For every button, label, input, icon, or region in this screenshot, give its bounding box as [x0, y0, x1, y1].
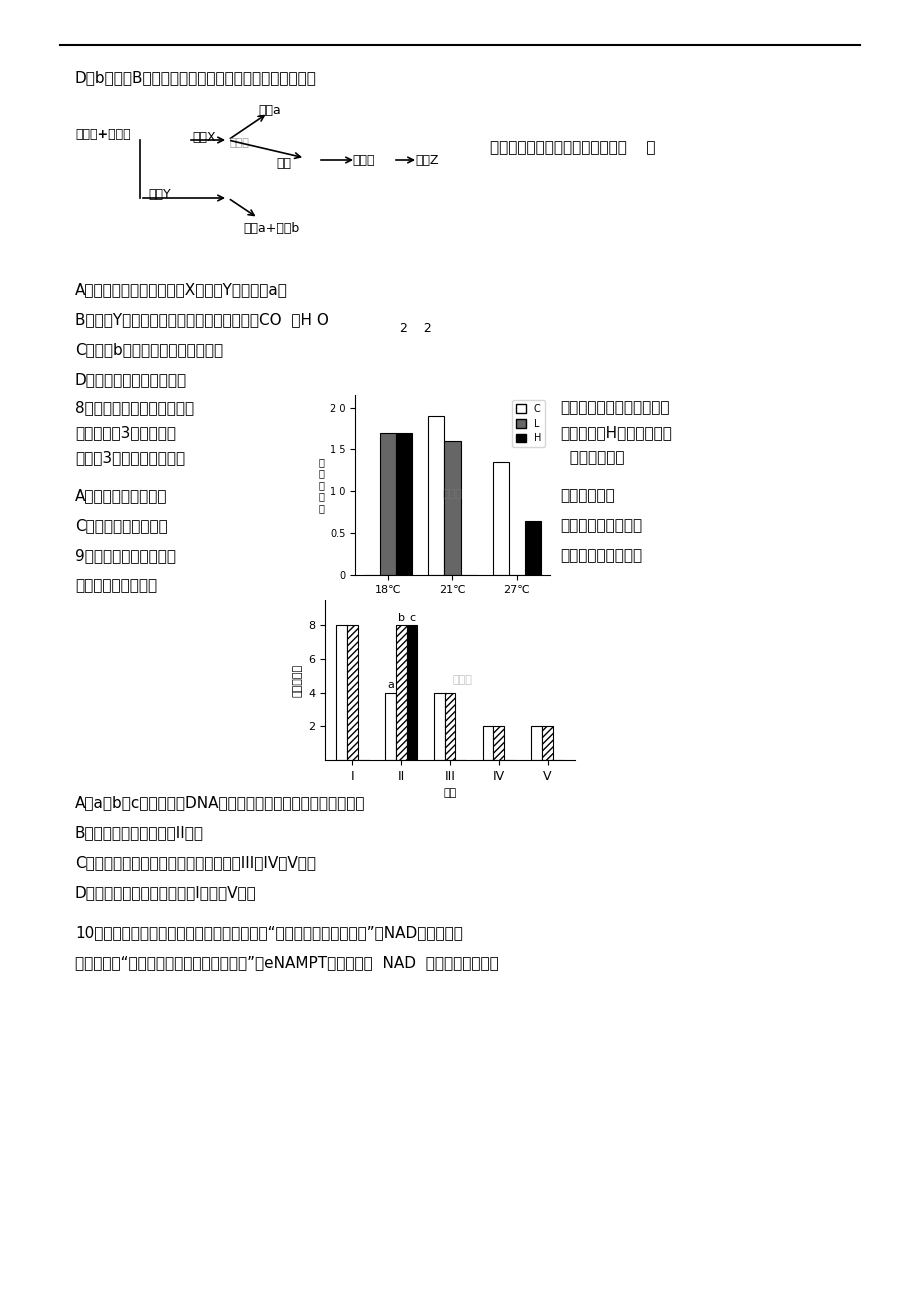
- Text: C．物质b产生的场所为线粒体内膜: C．物质b产生的场所为线粒体内膜: [75, 342, 223, 357]
- Bar: [346, 625, 357, 760]
- Bar: [444, 441, 460, 575]
- Text: 现象Z: 现象Z: [414, 154, 438, 167]
- Text: 8．某海域整个夏季的水温生: 8．某海域整个夏季的水温生: [75, 400, 194, 415]
- Bar: [482, 727, 493, 760]
- Text: 9．图示为某二倍体生物: 9．图示为某二倍体生物: [75, 548, 176, 562]
- Text: 2    2: 2 2: [400, 322, 431, 335]
- Text: 试剂甲: 试剂甲: [352, 154, 374, 167]
- Bar: [406, 625, 417, 760]
- Bar: [385, 693, 395, 760]
- Text: 著下降，而“细胞外烟酰胺磷酸核糖转移酶”（eNAMPT）可以催化  NAD  的产生，逆转老鼠: 著下降，而“细胞外烟酰胺磷酸核糖转移酶”（eNAMPT）可以催化 NAD 的产生…: [75, 954, 498, 970]
- Bar: [380, 432, 396, 575]
- Bar: [434, 693, 444, 760]
- Text: D．着丝点分裂发生在图中的I时期和V时期: D．着丝点分裂发生在图中的I时期和V时期: [75, 885, 256, 900]
- Bar: [444, 693, 455, 760]
- Text: C．该水域中少量红藻: C．该水域中少量红藻: [75, 518, 167, 533]
- Text: 数关系图。下列叙述: 数关系图。下列叙述: [75, 578, 157, 592]
- Text: A．通常情况下温度会: A．通常情况下温度会: [75, 488, 167, 503]
- Text: 长有复合影响: 长有复合影响: [560, 488, 614, 503]
- Text: 条件Y: 条件Y: [148, 187, 170, 201]
- Bar: [395, 625, 406, 760]
- Bar: [336, 625, 346, 760]
- Bar: [493, 727, 504, 760]
- Text: c: c: [408, 613, 414, 624]
- Legend: C, L, H: C, L, H: [512, 400, 545, 448]
- Text: b: b: [397, 613, 404, 624]
- X-axis label: 时期: 时期: [443, 788, 456, 798]
- Text: a: a: [387, 681, 393, 690]
- Text: 酒精: 酒精: [276, 158, 290, 171]
- Text: C．减数第二次分裂时间先后顺序分别是III、IV、V时期: C．减数第二次分裂时间先后顺序分别是III、IV、V时期: [75, 855, 315, 870]
- Y-axis label: 相
对
生
长
量: 相 对 生 长 量: [318, 457, 324, 513]
- Text: 正确云: 正确云: [230, 138, 250, 148]
- Text: 物质a: 物质a: [257, 104, 280, 117]
- Text: 示意图，下列相关叙述正确的是（    ）: 示意图，下列相关叙述正确的是（ ）: [490, 141, 655, 155]
- Bar: [428, 415, 444, 575]
- Text: 的影响。将3份蔓草置于: 的影响。将3份蔓草置于: [75, 424, 176, 440]
- Bar: [396, 432, 412, 575]
- Text: 藻入侵对该水域中蔓草生长: 藻入侵对该水域中蔓草生长: [560, 400, 669, 415]
- Text: 10．研究发现，随着老鼠的不断老去，体内的“烟酰胺腔嘴呀二核苷酸”（NAD）数量会显: 10．研究发现，随着老鼠的不断老去，体内的“烟酰胺腔嘴呀二核苷酸”（NAD）数量…: [75, 924, 462, 940]
- Text: 条件X: 条件X: [192, 132, 215, 145]
- Text: 本数和姐妹染色单体: 本数和姐妹染色单体: [560, 548, 641, 562]
- Text: 分析错误的是: 分析错误的是: [560, 450, 624, 465]
- Bar: [493, 462, 508, 575]
- Bar: [541, 727, 552, 760]
- Text: B．条件Y下葡萄糖进入线粒体氧化分解生成CO  和H O: B．条件Y下葡萄糖进入线粒体氧化分解生成CO 和H O: [75, 312, 328, 327]
- Text: 物质a+物质b: 物质a+物质b: [243, 223, 299, 234]
- Text: D．试剂甲为渴鸝香草酚蓝: D．试剂甲为渴鸝香草酚蓝: [75, 372, 187, 387]
- Text: 正确云: 正确云: [442, 490, 462, 499]
- Text: A．a、b、c分别代表核DNA分子数、姐妹染色单体数和染色体数: A．a、b、c分别代表核DNA分子数、姐妹染色单体数和染色体数: [75, 796, 365, 810]
- Text: B．基因重组主要发生在II时期: B．基因重组主要发生在II时期: [75, 825, 204, 840]
- Bar: [525, 521, 540, 575]
- Text: 葡萄糖+酵母菌: 葡萄糖+酵母菌: [75, 128, 130, 141]
- Text: 红藻会抑制蔓草生长: 红藻会抑制蔓草生长: [560, 518, 641, 533]
- Text: 少量红藻，H桶中有大量红: 少量红藻，H桶中有大量红: [560, 424, 671, 440]
- Text: A．单位质量葡萄糖在条件X下比在Y下生成的a多: A．单位质量葡萄糖在条件X下比在Y下生成的a多: [75, 283, 288, 297]
- Text: 藻，在3个不同温度条件下: 藻，在3个不同温度条件下: [75, 450, 185, 465]
- Bar: [531, 727, 541, 760]
- Text: 正确云: 正确云: [452, 674, 472, 685]
- Text: D．b时刻，B溶液中细胞的细胞液浓度等于外界溶液浓度: D．b时刻，B溶液中细胞的细胞液浓度等于外界溶液浓度: [75, 70, 316, 85]
- Y-axis label: 数量（个）: 数量（个）: [292, 664, 302, 697]
